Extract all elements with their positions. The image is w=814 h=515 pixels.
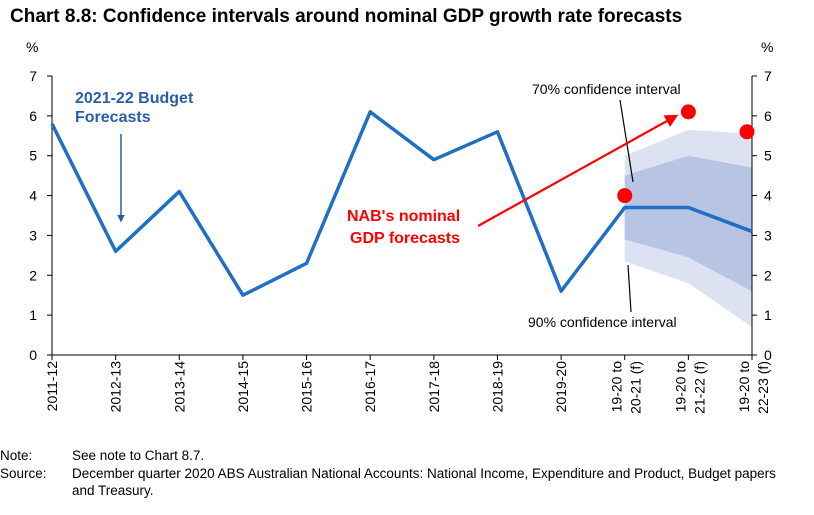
x-tick-label: 2016-17	[362, 361, 378, 413]
source-row: Source: December quarter 2020 ABS Austra…	[0, 465, 814, 505]
x-tick-label-line: 21-22 (f)	[691, 361, 707, 414]
y-tick-label-left: 5	[29, 148, 37, 164]
x-tick-label-line: 2019-20	[553, 361, 569, 413]
y-tick-label-right: 0	[764, 347, 772, 363]
x-tick-label-line: 2018-19	[489, 361, 505, 413]
nab-forecast-label: NAB's nominal	[347, 208, 460, 225]
nab-arrow	[477, 114, 679, 227]
y-tick-label-left: 1	[29, 307, 37, 323]
ci70-leader	[619, 99, 634, 183]
x-tick-label-line: 2011-12	[44, 361, 60, 412]
x-tick-label: 2018-19	[489, 361, 505, 413]
source-label: Source:	[0, 466, 47, 481]
x-tick-label-line: 2013-14	[171, 361, 187, 413]
ci90-label: 90% confidence interval	[528, 314, 677, 330]
x-tick-label-line: 2016-17	[362, 361, 378, 413]
y-tick-label-right: 7	[764, 68, 772, 84]
x-tick-label: 2017-18	[426, 361, 442, 413]
y-tick-label-left: 4	[29, 188, 37, 204]
y-tick-label-left: 7	[29, 68, 37, 84]
chart-title: Chart 8.8: Confidence intervals around n…	[10, 6, 683, 27]
x-tick-label: 2019-20	[553, 361, 569, 413]
x-tick-label-line: 2017-18	[426, 361, 442, 413]
y-tick-label-left: 2	[29, 267, 37, 283]
y-tick-label-right: 1	[764, 307, 772, 323]
chart-area: 0 0 1 1 2 2 3 3 4 4 5 5 6 6 7 7% % 2011-12 2012-13 2013-14 2…	[26, 39, 773, 414]
x-tick-label: 2014-15	[235, 361, 251, 413]
confidence-band-70	[624, 155, 752, 292]
nab-forecast-point	[680, 104, 696, 120]
note-text: See note to Chart 8.7.	[72, 448, 205, 463]
source-text: December quarter 2020 ABS Australian Nat…	[72, 466, 776, 498]
y-tick-label-left: 0	[29, 347, 37, 363]
gdp-growth-line	[50, 110, 753, 297]
x-tick-label-line: 2012-13	[108, 361, 124, 413]
note-row: Note: See note to Chart 8.7.	[0, 447, 814, 467]
note-label: Note:	[0, 448, 33, 463]
y-tick-label-left: 3	[29, 227, 37, 243]
ci70-label: 70% confidence interval	[532, 81, 681, 97]
y-tick-label-right: 6	[764, 108, 772, 124]
budget-forecast-label: Forecasts	[75, 109, 151, 126]
y-unit-left: %	[26, 39, 38, 55]
x-tick-label-line: 19-20 to	[736, 361, 752, 413]
y-tick-label-right: 4	[764, 188, 772, 204]
nab-forecast-point	[739, 124, 755, 140]
y-unit-right: %	[761, 39, 773, 55]
y-tick-label-right: 2	[764, 267, 772, 283]
x-tick-label: 19-20 to 20-21 (f)	[609, 361, 644, 414]
nab-forecast-point	[617, 188, 633, 204]
nab-forecast-label: GDP forecasts	[350, 230, 460, 247]
y-tick-label-left: 6	[29, 108, 37, 124]
x-tick-label-line: 20-21 (f)	[628, 361, 644, 414]
x-tick-label-line: 2015-16	[299, 361, 315, 413]
x-tick-label: 19-20 to 22-23 (f)	[736, 361, 771, 414]
x-tick-label: 2015-16	[299, 361, 315, 413]
x-tick-label-line: 19-20 to	[672, 361, 688, 413]
y-tick-label-right: 3	[764, 227, 772, 243]
budget-forecast-label: 2021-22 Budget	[75, 90, 194, 107]
x-tick-label: 2011-12	[44, 361, 60, 412]
y-tick-label-right: 5	[764, 148, 772, 164]
x-tick-label: 2013-14	[171, 361, 187, 413]
x-tick-label-line: 19-20 to	[609, 361, 625, 413]
x-tick-label: 2012-13	[108, 361, 124, 413]
x-tick-label-line: 2014-15	[235, 361, 251, 413]
x-tick-label-line: 22-23 (f)	[755, 361, 771, 414]
x-tick-label: 19-20 to 21-22 (f)	[672, 361, 707, 414]
ci90-leader	[627, 264, 632, 313]
